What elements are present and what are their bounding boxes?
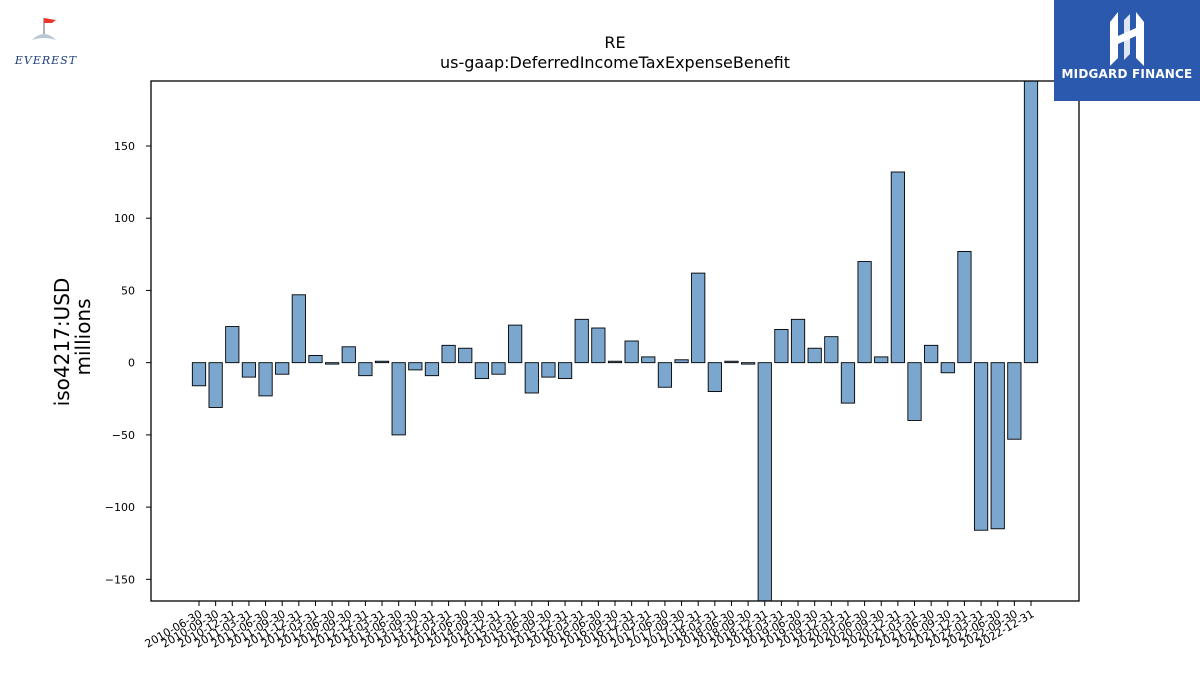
- y-tick-label: −50: [112, 429, 135, 442]
- y-tick-label: 100: [114, 212, 135, 225]
- chart-title: RE: [604, 33, 625, 52]
- bar-2012-09-30: [341, 346, 356, 364]
- bar-2022-12-31: [1023, 81, 1039, 364]
- bar-2015-09-30: [541, 362, 556, 378]
- bar-2016-12-31: [624, 340, 639, 364]
- bar-2013-06-30: [391, 362, 406, 436]
- bar-2020-03-31: [840, 362, 856, 404]
- bar-2017-09-30: [674, 359, 689, 364]
- bar-2011-12-31: [291, 294, 306, 364]
- bar-2010-09-30: [208, 362, 223, 408]
- midgard-finance-logo: MIDGARD FINANCE: [1054, 0, 1200, 101]
- bar-2015-06-30: [524, 362, 539, 394]
- bar-2013-12-31: [424, 362, 440, 377]
- bar-2015-12-31: [557, 362, 573, 380]
- bar-2018-12-31: [757, 362, 772, 601]
- bar-2017-03-31: [641, 356, 656, 364]
- bar-2020-12-31: [890, 171, 905, 364]
- y-tick-label: −100: [105, 501, 135, 514]
- bar-2013-09-30: [408, 362, 423, 371]
- bar-2015-03-31: [508, 324, 523, 364]
- plot-frame: [150, 80, 1080, 602]
- bar-2019-03-31: [774, 328, 789, 364]
- midgard-emblem-icon: [1110, 12, 1144, 66]
- bar-2010-12-31: [225, 326, 240, 364]
- bar-2022-06-30: [990, 362, 1005, 530]
- flag-icon: [32, 18, 56, 40]
- bar-2014-03-31: [441, 344, 456, 364]
- bars-group: [191, 81, 1039, 601]
- y-tick-label: 0: [128, 357, 135, 370]
- bar-2012-03-31: [308, 354, 323, 364]
- y-tick-label: −150: [105, 573, 135, 586]
- y-tick-label: 50: [121, 284, 135, 297]
- bar-2022-03-31: [973, 362, 989, 531]
- bar-2021-09-30: [940, 362, 955, 374]
- bar-2010-06-30: [191, 362, 207, 387]
- y-tick-label: 150: [114, 140, 135, 153]
- bar-2012-12-31: [358, 362, 373, 377]
- bar-2017-06-30: [657, 362, 673, 388]
- y-axis: −150 −100 −50 0 50 100 150: [105, 140, 151, 586]
- midgard-wordmark: MIDGARD FINANCE: [1061, 67, 1193, 81]
- bar-2022-09-30: [1007, 362, 1022, 440]
- bar-2021-06-30: [924, 344, 939, 364]
- bar-2021-03-31: [907, 362, 922, 421]
- x-axis: 2010-06-302010-09-302010-12-312011-03-31…: [143, 601, 1037, 651]
- bar-2019-12-31: [824, 336, 839, 364]
- y-axis-label-units: millions: [71, 298, 95, 375]
- y-axis-label: iso4217:USD: [50, 278, 74, 407]
- bar-2016-03-31: [574, 318, 589, 364]
- bar-2021-12-31: [957, 250, 972, 364]
- bar-2019-09-30: [807, 347, 822, 364]
- bar-2011-09-30: [275, 362, 290, 375]
- bar-2020-09-30: [874, 356, 889, 364]
- bar-2020-06-30: [857, 261, 872, 364]
- bar-2013-03-31: [374, 360, 390, 364]
- bar-2011-06-30: [258, 362, 273, 397]
- bar-2011-03-31: [241, 362, 257, 378]
- bar-2014-09-30: [474, 362, 489, 380]
- bar-2016-06-30: [591, 327, 606, 364]
- bar-2017-12-31: [691, 272, 706, 364]
- bar-2018-09-30: [741, 362, 756, 365]
- bar-2019-06-30: [790, 318, 806, 364]
- everest-wordmark: EVEREST: [14, 54, 78, 67]
- bar-2014-06-30: [458, 347, 473, 364]
- bar-2018-06-30: [724, 360, 739, 364]
- bar-2016-09-30: [607, 360, 623, 364]
- everest-logo: EVEREST: [4, 14, 88, 70]
- bar-2014-12-31: [491, 362, 506, 375]
- bar-2012-06-30: [325, 362, 340, 365]
- bar-2018-03-31: [707, 362, 722, 393]
- chart-subtitle: us-gaap:DeferredIncomeTaxExpenseBenefit: [440, 53, 790, 72]
